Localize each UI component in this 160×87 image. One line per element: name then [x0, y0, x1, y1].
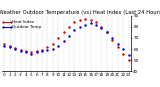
Title: Milwaukee Weather Outdoor Temperature (vs) Heat Index (Last 24 Hours): Milwaukee Weather Outdoor Temperature (v… [0, 10, 160, 15]
Text: Outdoor Temp: Outdoor Temp [12, 25, 41, 29]
Text: Heat Index: Heat Index [12, 20, 34, 24]
